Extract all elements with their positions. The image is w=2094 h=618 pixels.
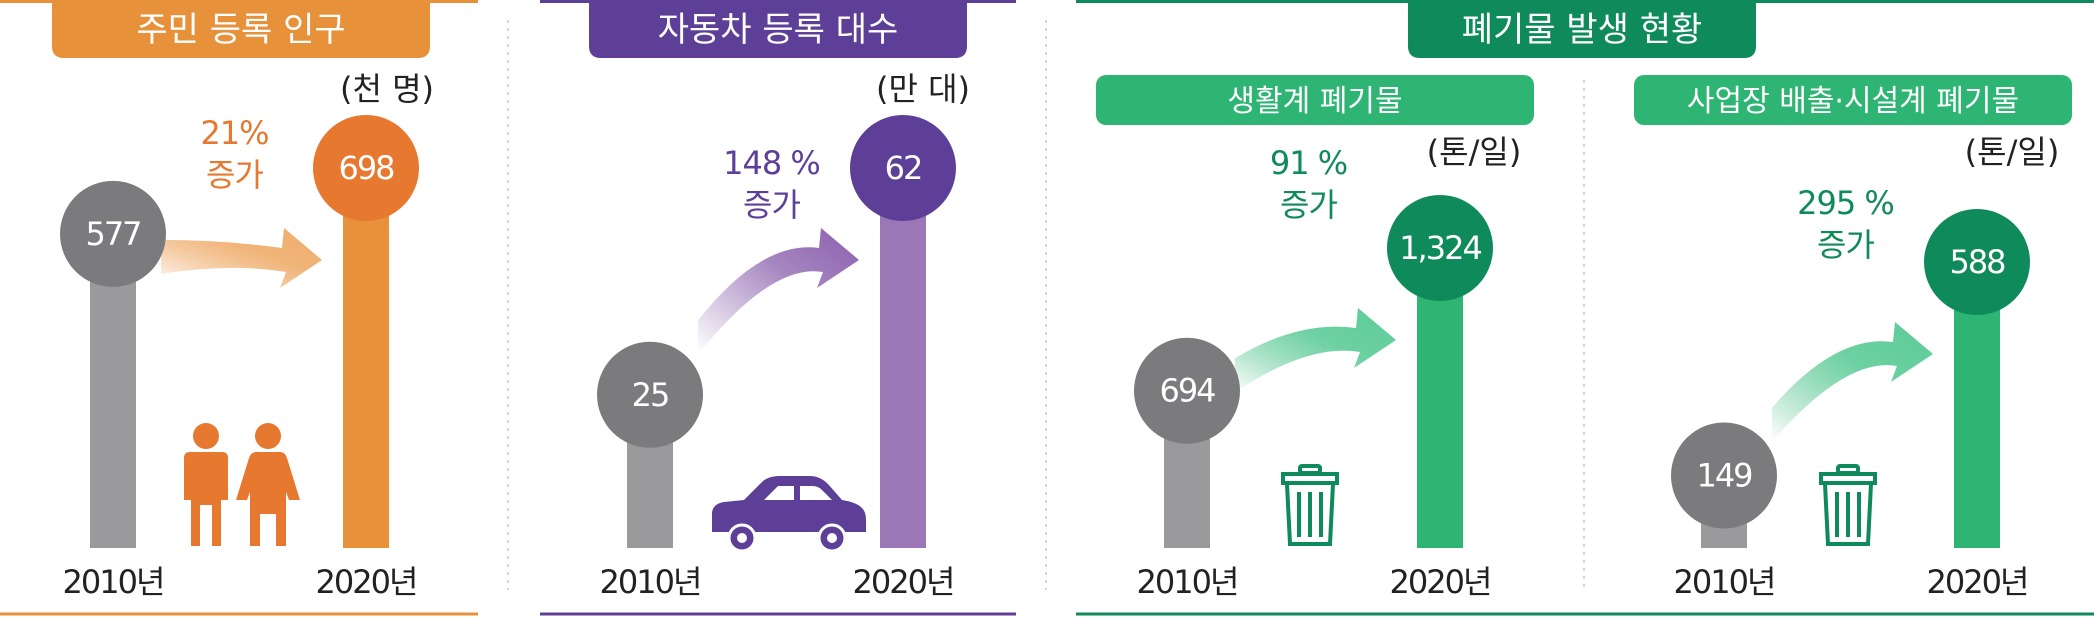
increase-percent-0: 21% bbox=[200, 114, 268, 152]
year-label-ind-2020: 2020년 bbox=[1927, 563, 2028, 601]
subtitle-pill-industrial bbox=[1634, 75, 2072, 125]
unit-industrial-waste: (톤/일) bbox=[1965, 133, 2060, 171]
car-icon bbox=[712, 476, 866, 553]
subtitle-industrial-waste: 사업장 배출·시설계 폐기물 bbox=[1687, 84, 2019, 119]
increase-percent-1: 148 % bbox=[723, 144, 820, 182]
value-circle-0-0 bbox=[60, 180, 166, 287]
bar-0-1 bbox=[343, 168, 389, 548]
value-circle-3-1 bbox=[1924, 209, 2030, 315]
increase-arrow-1 bbox=[698, 228, 859, 355]
increase-percent-3: 295 % bbox=[1797, 184, 1894, 222]
value-circle-1-0 bbox=[597, 341, 703, 448]
trash-can-icon bbox=[1819, 464, 1877, 546]
increase-arrow-3 bbox=[1772, 322, 1933, 442]
increase-arrow-0 bbox=[161, 228, 322, 288]
value-label-2-1: 1,324 bbox=[1399, 229, 1481, 267]
value-circle-2-1 bbox=[1387, 195, 1493, 301]
year-label-pop-2020: 2020년 bbox=[316, 563, 417, 601]
title-vehicles: 자동차 등록 대수 bbox=[658, 10, 899, 50]
increase-arrow-2 bbox=[1235, 308, 1396, 393]
value-label-3-1: 588 bbox=[1949, 243, 2005, 281]
unit-population: (천 명) bbox=[340, 70, 434, 108]
increase-word-3: 증가 bbox=[1817, 226, 1874, 264]
value-label-3-0: 149 bbox=[1696, 457, 1752, 495]
increase-word-2: 증가 bbox=[1280, 186, 1337, 224]
year-label-house-2010: 2010년 bbox=[1137, 563, 1238, 601]
year-label-house-2020: 2020년 bbox=[1390, 563, 1491, 601]
title-tab-vehicles bbox=[589, 0, 967, 58]
people-icon bbox=[184, 423, 300, 546]
subtitle-household-waste: 생활계 폐기물 bbox=[1227, 84, 1402, 119]
title-tab-population bbox=[52, 0, 430, 58]
value-circle-1-1 bbox=[850, 115, 956, 221]
value-circle-2-0 bbox=[1134, 337, 1240, 444]
increase-word-1: 증가 bbox=[743, 186, 800, 224]
value-label-0-1: 698 bbox=[338, 149, 394, 187]
title-waste-group: 폐기물 발생 현황 bbox=[1462, 10, 1703, 50]
year-label-ind-2010: 2010년 bbox=[1674, 563, 1775, 601]
subtitle-pill-household bbox=[1096, 75, 1534, 125]
title-tab-waste bbox=[1408, 0, 1756, 58]
year-label-car-2020: 2020년 bbox=[853, 563, 954, 601]
value-circle-3-0 bbox=[1671, 422, 1777, 529]
title-population: 주민 등록 인구 bbox=[136, 10, 345, 50]
bar-1-1 bbox=[880, 168, 926, 548]
value-label-2-0: 694 bbox=[1159, 372, 1215, 410]
increase-percent-2: 91 % bbox=[1270, 144, 1347, 182]
year-label-car-2010: 2010년 bbox=[600, 563, 701, 601]
increase-word-0: 증가 bbox=[206, 156, 263, 194]
value-label-1-1: 62 bbox=[885, 149, 922, 187]
value-label-1-0: 25 bbox=[632, 376, 669, 414]
value-circle-0-1 bbox=[313, 115, 419, 221]
trash-can-icon bbox=[1281, 464, 1339, 546]
unit-vehicles: (만 대) bbox=[876, 70, 970, 108]
year-label-pop-2010: 2010년 bbox=[63, 563, 164, 601]
unit-household-waste: (톤/일) bbox=[1427, 133, 1522, 171]
value-label-0-0: 577 bbox=[85, 215, 140, 253]
bars-layer: 21% 증가 577 698 148 % 증가 25 62 91 % 증가 694 1,324 295 … bbox=[60, 114, 2030, 548]
